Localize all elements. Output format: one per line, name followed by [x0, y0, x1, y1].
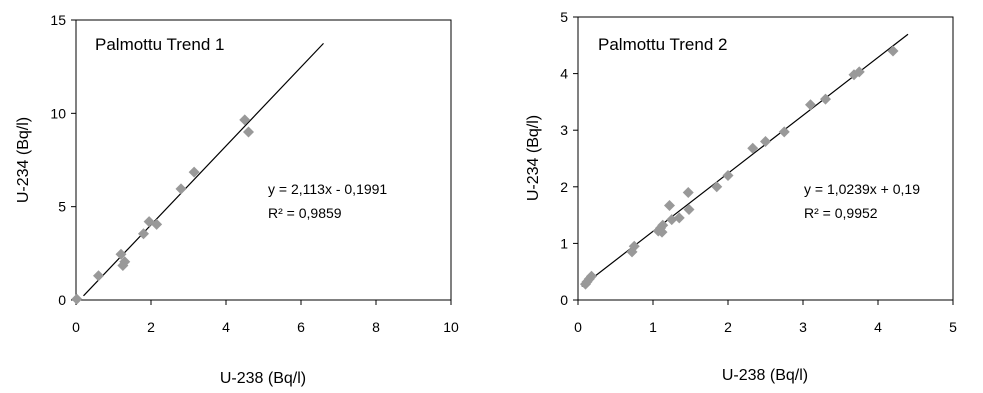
- data-point: [628, 240, 640, 252]
- data-point: [138, 228, 149, 240]
- y-tick-label: 10: [50, 105, 66, 121]
- trend-equation: y = 2,113x - 0,1991: [268, 181, 387, 197]
- y-tick-label: 5: [58, 199, 66, 215]
- data-point: [887, 45, 899, 57]
- x-axis-label: U-238 (Bq/l): [722, 367, 808, 384]
- data-point: [673, 212, 685, 224]
- x-tick-label: 8: [372, 319, 380, 335]
- data-point: [657, 219, 669, 231]
- x-tick-label: 4: [222, 319, 230, 335]
- x-tick-label: 10: [443, 319, 459, 335]
- y-tick-label: 0: [58, 292, 66, 308]
- data-point: [119, 256, 131, 268]
- y-tick-label: 5: [560, 9, 568, 25]
- x-axis-label: U-238 (Bq/l): [220, 370, 306, 387]
- x-tick-label: 3: [799, 319, 807, 335]
- data-point: [93, 270, 104, 282]
- x-tick-label: 0: [574, 319, 582, 335]
- x-tick-label: 0: [72, 319, 80, 335]
- r-squared-label: R² = 0,9952: [804, 205, 878, 221]
- chart-title: Palmottu Trend 1: [95, 35, 224, 54]
- data-point: [188, 166, 200, 178]
- data-point: [115, 248, 127, 260]
- y-axis-label: U-234 (Bq/l): [525, 115, 542, 201]
- data-point: [853, 66, 865, 78]
- y-tick-label: 15: [50, 12, 66, 28]
- data-point: [805, 99, 816, 111]
- y-tick-label: 0: [560, 292, 568, 308]
- y-tick-label: 1: [560, 235, 568, 251]
- chart-title: Palmottu Trend 2: [598, 35, 727, 54]
- data-point: [747, 142, 759, 154]
- data-point: [71, 293, 83, 305]
- data-point: [151, 218, 163, 230]
- data-point: [586, 270, 597, 282]
- x-tick-label: 6: [297, 319, 305, 335]
- data-point: [664, 199, 675, 211]
- y-tick-label: 4: [560, 66, 568, 82]
- data-point: [820, 93, 831, 105]
- x-tick-label: 2: [724, 319, 732, 335]
- plot-area: [577, 16, 954, 301]
- x-tick-label: 1: [649, 319, 657, 335]
- x-tick-label: 5: [949, 319, 957, 335]
- plot-area: [75, 19, 452, 301]
- x-tick-label: 2: [147, 319, 155, 335]
- data-point: [239, 114, 251, 126]
- data-point: [683, 203, 695, 215]
- data-point: [175, 183, 187, 195]
- y-axis-label: U-234 (Bq/l): [15, 117, 32, 203]
- r-squared-label: R² = 0,9859: [268, 205, 342, 221]
- data-point: [711, 181, 723, 193]
- y-tick-label: 3: [560, 122, 568, 138]
- data-point: [666, 214, 678, 226]
- data-point: [682, 186, 694, 198]
- chart-1: 0 5 10 15 0 2 4 6 8 10 Palmottu Trend 1 y = 2,113x …: [15, 12, 459, 387]
- data-point: [656, 226, 668, 238]
- data-point: [243, 126, 254, 138]
- data-point: [778, 126, 790, 138]
- trend-equation: y = 1,0239x + 0,19: [804, 181, 920, 197]
- y-tick-label: 2: [560, 179, 568, 195]
- x-tick-label: 4: [874, 319, 882, 335]
- data-point: [760, 136, 771, 148]
- data-point: [722, 169, 734, 181]
- chart-2: 0 1 2 3 4 5 0 1 2 3 4 5 Palmottu Trend 2 y = 1,0239x …: [525, 9, 957, 384]
